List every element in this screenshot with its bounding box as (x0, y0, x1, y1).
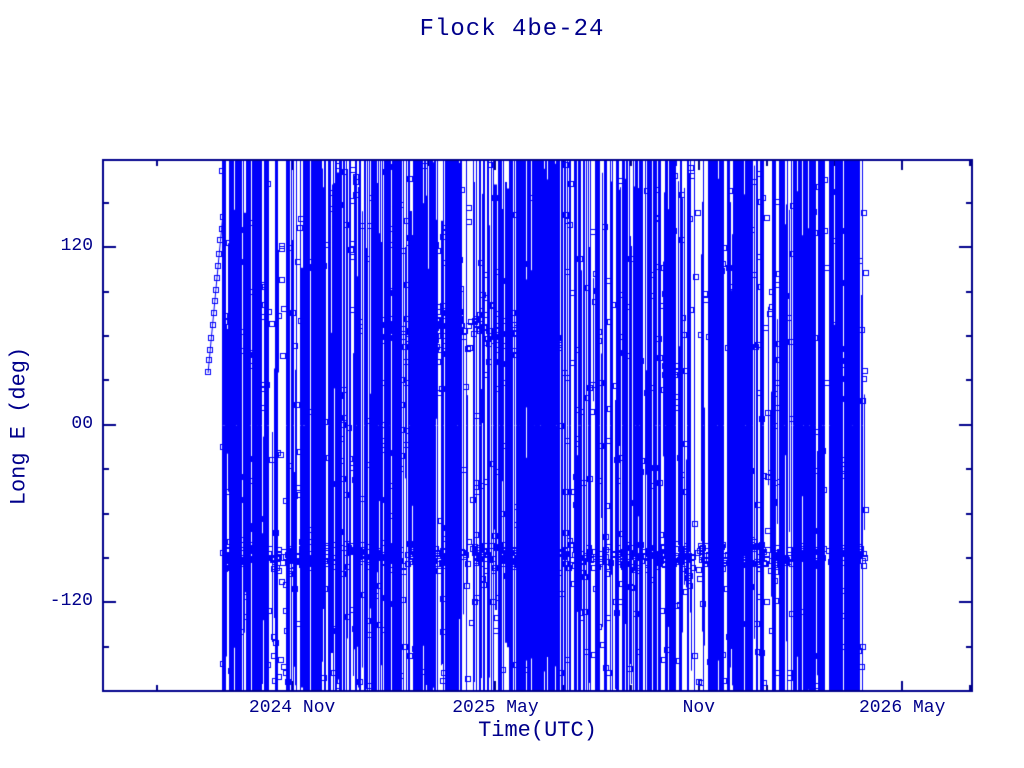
x-tick-label: 2024 Nov (248, 698, 336, 718)
x-axis-title: Time(UTC) (478, 718, 597, 743)
chart-title: Flock 4be-24 (419, 16, 605, 43)
x-tick-label: Nov (682, 698, 716, 718)
x-tick-label: 2025 May (452, 698, 539, 718)
x-tick-label: 2026 May (858, 698, 946, 718)
y-tick-label: 120 (60, 236, 93, 257)
y-tick-label: 00 (71, 413, 93, 434)
y-tick-label: -120 (49, 591, 93, 612)
